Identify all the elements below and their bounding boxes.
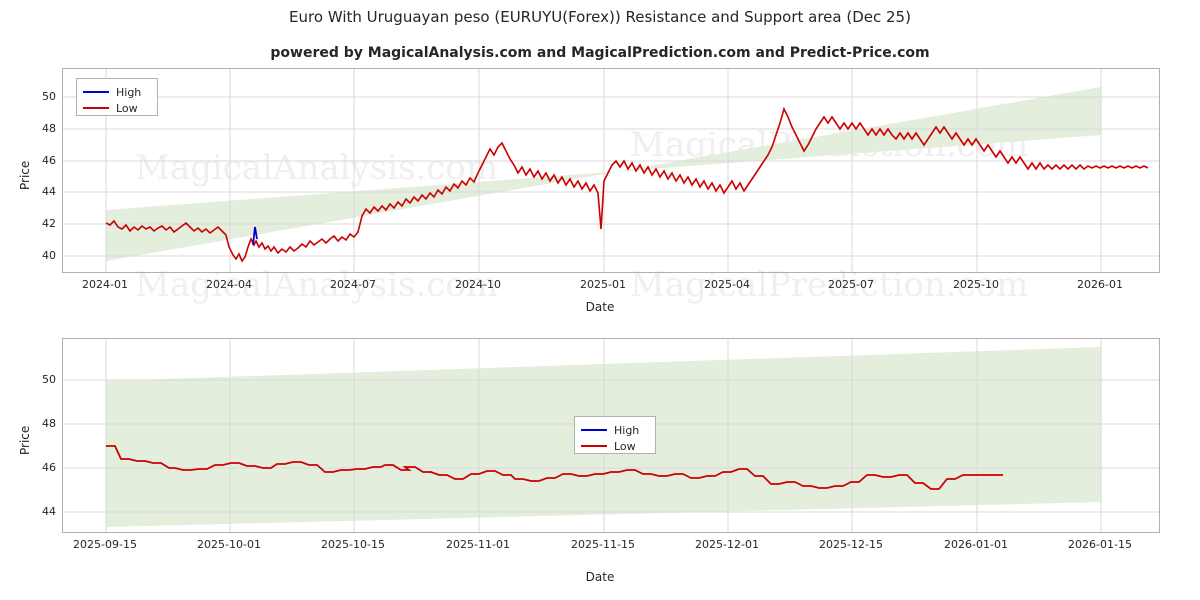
xtick-detail-1: 2025-10-01	[197, 538, 261, 551]
xtick-detail-7: 2026-01-01	[944, 538, 1008, 551]
xtick-main-2: 2024-07	[330, 278, 376, 291]
chart-panel-main	[62, 68, 1160, 273]
legend-swatch-high-detail	[581, 429, 607, 431]
ytick-main-1: 42	[42, 217, 56, 230]
legend-label-high-detail: High	[614, 423, 640, 437]
ytick-detail-0: 44	[42, 505, 56, 518]
legend-row-high: High	[83, 84, 149, 100]
ytick-main-4: 48	[42, 122, 56, 135]
xtick-detail-3: 2025-11-01	[446, 538, 510, 551]
ytick-main-3: 46	[42, 154, 56, 167]
xtick-main-1: 2024-04	[206, 278, 252, 291]
legend-label-low-detail: Low	[614, 439, 636, 453]
yaxis-label-detail: Price	[18, 425, 32, 455]
legend-swatch-low-detail	[581, 445, 607, 447]
xtick-main-8: 2026-01	[1077, 278, 1123, 291]
xtick-main-3: 2024-10	[455, 278, 501, 291]
legend-swatch-low	[83, 107, 109, 109]
ytick-main-2: 44	[42, 185, 56, 198]
legend-row-low-detail: Low	[581, 438, 647, 454]
xtick-detail-2: 2025-10-15	[321, 538, 385, 551]
legend-row-low: Low	[83, 100, 149, 116]
legend-row-high-detail: High	[581, 422, 647, 438]
series-low-main	[105, 106, 1149, 263]
ytick-detail-1: 46	[42, 461, 56, 474]
xtick-detail-0: 2025-09-15	[73, 538, 137, 551]
xtick-detail-5: 2025-12-01	[695, 538, 759, 551]
legend-main: High Low	[76, 78, 158, 116]
series-high-main	[252, 226, 258, 246]
ytick-main-0: 40	[42, 249, 56, 262]
series-low-detail	[106, 445, 1003, 490]
page-title: Euro With Uruguayan peso (EURUYU(Forex))…	[289, 8, 911, 26]
legend-label-low: Low	[116, 101, 138, 115]
xtick-detail-8: 2026-01-15	[1068, 538, 1132, 551]
xtick-main-0: 2024-01	[82, 278, 128, 291]
legend-label-high: High	[116, 85, 142, 99]
legend-detail: High Low	[574, 416, 656, 454]
xtick-detail-6: 2025-12-15	[819, 538, 883, 551]
xtick-detail-4: 2025-11-15	[571, 538, 635, 551]
xtick-main-7: 2025-10	[953, 278, 999, 291]
legend-swatch-high	[83, 91, 109, 93]
main-chart-svg	[63, 69, 1159, 272]
ytick-main-5: 50	[42, 90, 56, 103]
ytick-detail-3: 50	[42, 373, 56, 386]
xtick-main-5: 2025-04	[704, 278, 750, 291]
xaxis-label-main: Date	[585, 300, 615, 314]
yaxis-label-main: Price	[18, 160, 32, 190]
xaxis-label-detail: Date	[585, 570, 615, 584]
ytick-detail-2: 48	[42, 417, 56, 430]
xtick-main-4: 2025-01	[580, 278, 626, 291]
xtick-main-6: 2025-07	[828, 278, 874, 291]
page-subtitle: powered by MagicalAnalysis.com and Magic…	[270, 45, 930, 61]
